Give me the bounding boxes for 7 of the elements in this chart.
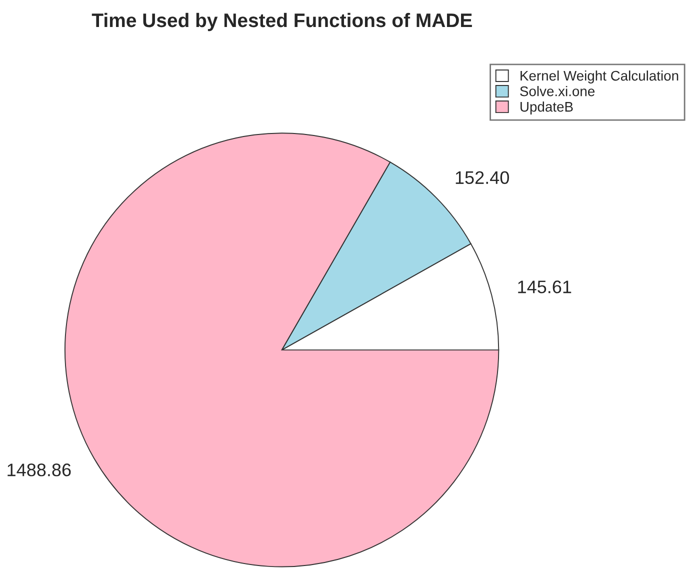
data-label: 1488.86 <box>8 464 71 476</box>
legend-label: Solve.xi.one <box>520 86 595 96</box>
data-label: 145.61 <box>518 280 572 294</box>
chart-title: Time Used by Nested Functions of MADE <box>92 12 472 32</box>
data-label: 152.40 <box>456 171 509 184</box>
legend-label: Kernel Weight Calculation <box>520 70 678 84</box>
legend-label: UpdateB <box>520 102 573 114</box>
